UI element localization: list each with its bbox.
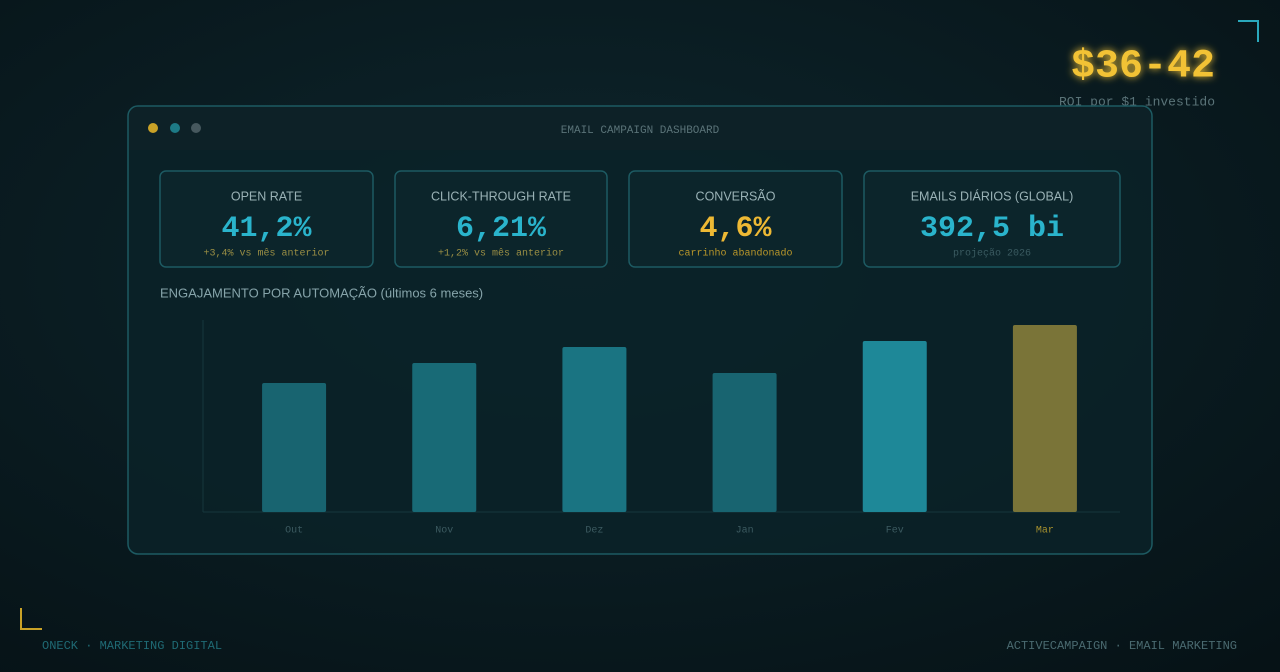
- x-tick-label: Dez: [585, 526, 603, 537]
- bar: [412, 363, 477, 512]
- kpi-value: 392,5 bi: [920, 212, 1064, 246]
- kpi-value: 4,6%: [699, 212, 772, 246]
- kpi-label: EMAILS DIÁRIOS (GLOBAL): [911, 188, 1074, 203]
- kpi-label: CONVERSÃO: [696, 189, 776, 203]
- window-dot: [148, 123, 158, 133]
- bar: [712, 373, 777, 512]
- corner-bracket: [20, 608, 42, 630]
- bar: [1012, 325, 1077, 512]
- kpi-value: 6,21%: [456, 212, 547, 246]
- kpi-card: [159, 170, 374, 268]
- bar: [262, 383, 327, 512]
- x-tick-label: Nov: [435, 526, 453, 537]
- roi-value: $36-42: [1071, 45, 1215, 90]
- bar: [562, 347, 627, 512]
- kpi-note: projeção 2026: [953, 248, 1031, 260]
- x-tick-label: Out: [285, 526, 303, 537]
- kpi-note: +3,4% vs mês anterior: [203, 248, 329, 260]
- kpi-label: CLICK-THROUGH RATE: [431, 189, 571, 203]
- kpi-card: [394, 170, 608, 268]
- window-title: EMAIL CAMPAIGN DASHBOARD: [561, 125, 720, 137]
- kpi-row: OPEN RATE 41,2% +3,4% vs mês anterior CLICK…: [159, 170, 1121, 268]
- x-tick-label: Jan: [736, 526, 754, 537]
- chart-title: ENGAJAMENTO POR AUTOMAÇÃO (últimos 6 mes…: [160, 285, 483, 300]
- kpi-note: +1,2% vs mês anterior: [438, 248, 564, 260]
- window-dot: [170, 123, 180, 133]
- footer-left: ONECK · MARKETING DIGITAL: [42, 639, 222, 653]
- corner-bracket: [1238, 20, 1259, 42]
- window-dot: [191, 123, 201, 133]
- kpi-note: carrinho abandonado: [678, 248, 792, 260]
- kpi-card: [628, 170, 843, 268]
- kpi-card: [863, 170, 1121, 268]
- bar-chart: Out Nov Dez Jan Fev Mar: [262, 325, 1077, 537]
- window-header: [129, 107, 1151, 150]
- bar: [862, 341, 927, 512]
- kpi-value: 41,2%: [221, 212, 312, 246]
- x-tick-label: Fev: [886, 526, 904, 537]
- x-tick-label: Mar: [1036, 526, 1054, 537]
- kpi-label: OPEN RATE: [231, 189, 302, 203]
- footer-right: ACTIVECAMPAIGN · EMAIL MARKETING: [1007, 639, 1237, 653]
